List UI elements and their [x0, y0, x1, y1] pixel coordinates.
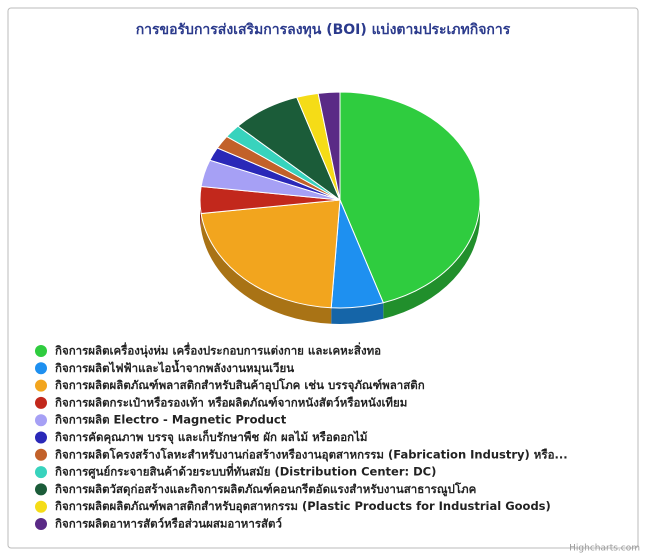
legend-marker	[35, 414, 47, 427]
legend-marker	[35, 500, 47, 513]
legend-marker	[35, 431, 47, 444]
legend-text: กิจการผลิตผลิตภัณฑ์พลาสติกสำหรับสินค้าอุ…	[55, 377, 425, 393]
legend-text: กิจการผลิตเครื่องนุ่งห่ม เครื่องประกอบกา…	[55, 342, 381, 359]
slice-side	[201, 213, 332, 324]
legend-text: กิจการคัดคุณภาพ บรรจุ และเก็บรักษาพืช ผั…	[55, 429, 368, 445]
legend-marker	[35, 379, 47, 392]
chart-title: การขอรับการส่งเสริมการลงทุน (BOI) แบ่งตา…	[136, 22, 511, 38]
slice-side	[383, 200, 480, 319]
legend-marker	[35, 448, 47, 461]
slice	[200, 199, 341, 309]
legend-marker	[35, 396, 47, 409]
legend-text: กิจการผลิตไฟฟ้าและไอน้ำจากพลังงานหมุนเวี…	[55, 359, 294, 376]
legend-marker	[35, 518, 47, 530]
legend-text: กิจการผลิตกระเป๋าหรือรองเท้า หรือผลิตภัณ…	[55, 395, 407, 409]
slice	[339, 91, 481, 304]
legend-marker	[35, 345, 47, 357]
legend-marker	[35, 483, 47, 496]
legend-text: กิจการผลิตผลิตภัณฑ์พลาสติกสำหรับอุตสาหกร…	[55, 499, 551, 514]
legend-text: กิจการศูนย์กระจายสินค้าด้วยระบบที่ทันสมั…	[55, 463, 436, 480]
credits: Highcharts.com	[569, 544, 640, 554]
legend-text: กิจการผลิตวัสดุก่อสร้างและกิจการผลิตภัณฑ…	[55, 481, 476, 497]
legend-text: กิจการผลิตโครงสร้างโลหะสำหรับงานก่อสร้าง…	[55, 446, 568, 462]
slice	[317, 91, 341, 201]
legend-text: กิจการผลิต Electro - Magnetic Product	[55, 413, 287, 427]
legend-marker	[35, 466, 47, 479]
legend-text: กิจการผลิตอาหารสัตว์หรือส่วนผสมอาหารสัตว…	[55, 517, 282, 531]
legend-marker	[35, 362, 47, 375]
